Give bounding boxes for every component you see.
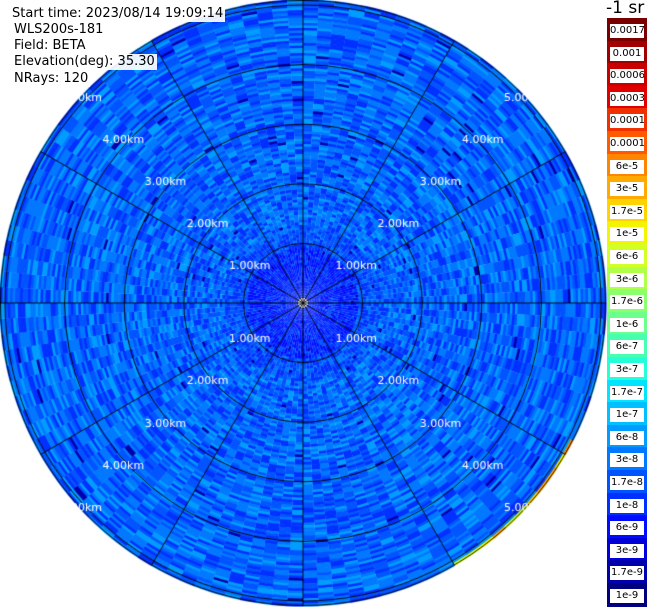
colorbar-tick-label: 1.7e-6	[610, 295, 644, 310]
colorbar-tick-label: 3e-8	[610, 453, 644, 468]
colorbar-tick-label: 0.0003	[610, 91, 644, 106]
colorbar-tick-label: 3e-5	[610, 182, 644, 197]
colorbar-tick-label: 6e-5	[610, 159, 644, 174]
colorbar-tick-label: 1e-8	[610, 498, 644, 513]
colorbar-tick-label: 6e-7	[610, 340, 644, 355]
colorbar: 0.0017 0.001 0.0006 0.0003 0.00017 0.0001 6e-5…	[607, 0, 647, 607]
colorbar-tick-label: 1.7e-7	[610, 385, 644, 400]
colorbar-tick-label: 1e-5	[610, 227, 644, 242]
nrays-text: NRays: 120	[12, 71, 91, 87]
instrument-text: WLS200s-181	[12, 22, 106, 38]
colorbar-title: -1 sr	[606, 0, 645, 18]
start-time-text: Start time: 2023/08/14 19:09:14	[10, 6, 226, 22]
colorbar-tick-label: 3e-7	[610, 363, 644, 377]
colorbar-tick-label: 1e-6	[610, 317, 644, 332]
field-text: Field: BETA	[12, 38, 88, 54]
colorbar-tick-label: 1e-9	[610, 589, 644, 603]
colorbar-tick-label: 0.001	[610, 46, 644, 61]
colorbar-tick-label: 0.0001	[610, 137, 644, 151]
colorbar-tick-label: 6e-6	[610, 250, 644, 264]
colorbar-tick-label: 0.00017	[610, 114, 644, 129]
polar-scan-plot	[0, 0, 607, 607]
colorbar-tick-label: 0.0017	[610, 24, 644, 38]
colorbar-tick-label: 1.7e-9	[610, 566, 644, 581]
colorbar-tick-label: 0.0006	[610, 69, 644, 84]
colorbar-tick-label: 3e-6	[610, 272, 644, 287]
colorbar-tick-label: 3e-9	[610, 543, 644, 558]
colorbar-tick-label: 6e-8	[610, 430, 644, 445]
colorbar-tick-label: 1.7e-5	[610, 204, 644, 219]
colorbar-tick-label: 6e-9	[610, 521, 644, 536]
colorbar-tick-label: 1.7e-8	[610, 476, 644, 490]
elevation-text: Elevation(deg): 35.30	[12, 54, 157, 70]
colorbar-tick-label: 1e-7	[610, 408, 644, 423]
